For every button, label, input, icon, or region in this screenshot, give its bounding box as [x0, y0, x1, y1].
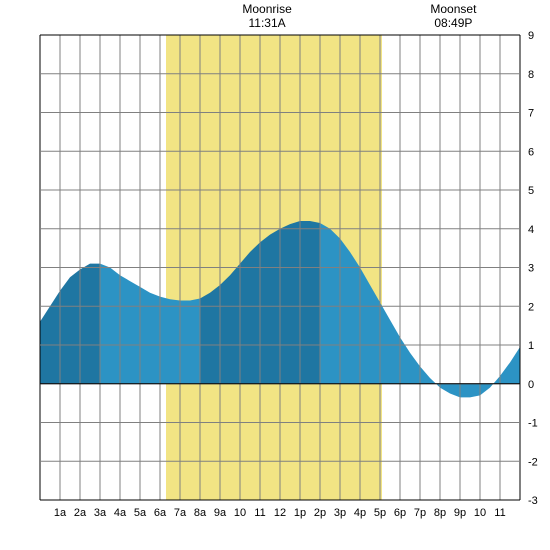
svg-text:3p: 3p [334, 507, 346, 519]
svg-text:6a: 6a [154, 507, 167, 519]
svg-text:7p: 7p [414, 507, 426, 519]
svg-text:4p: 4p [354, 507, 366, 519]
svg-text:9a: 9a [214, 507, 227, 519]
svg-text:1p: 1p [294, 507, 306, 519]
svg-text:12: 12 [274, 507, 286, 519]
svg-text:1a: 1a [54, 507, 67, 519]
moonset-time: 08:49P [434, 16, 472, 30]
moonrise-label: Moonrise 11:31A [242, 2, 291, 31]
svg-text:8a: 8a [194, 507, 207, 519]
svg-text:-1: -1 [528, 418, 538, 430]
svg-text:5p: 5p [374, 507, 386, 519]
svg-text:10: 10 [474, 507, 486, 519]
moonset-title: Moonset [430, 2, 476, 16]
chart-svg: 1a2a3a4a5a6a7a8a9a1011121p2p3p4p5p6p7p8p… [0, 0, 550, 550]
svg-text:11: 11 [494, 507, 505, 519]
svg-text:6p: 6p [394, 507, 406, 519]
svg-text:7a: 7a [174, 507, 187, 519]
svg-text:4a: 4a [114, 507, 127, 519]
svg-text:8: 8 [528, 69, 534, 81]
moonset-label: Moonset 08:49P [430, 2, 476, 31]
svg-text:-2: -2 [528, 456, 538, 468]
svg-text:11: 11 [254, 507, 265, 519]
tide-chart: Moonrise 11:31A Moonset 08:49P 1a 2a 3a 4a 5… [0, 0, 550, 550]
svg-text:3a: 3a [94, 507, 107, 519]
svg-text:6: 6 [528, 146, 534, 158]
svg-text:3: 3 [528, 263, 534, 275]
svg-text:5: 5 [528, 185, 534, 197]
svg-text:5a: 5a [134, 507, 147, 519]
svg-text:-3: -3 [528, 495, 538, 507]
moonrise-title: Moonrise [242, 2, 291, 16]
svg-text:8p: 8p [434, 507, 446, 519]
svg-text:9: 9 [528, 30, 534, 42]
svg-text:9p: 9p [454, 507, 466, 519]
svg-text:1: 1 [528, 340, 534, 352]
moonrise-time: 11:31A [248, 16, 285, 30]
svg-text:0: 0 [528, 379, 534, 391]
svg-text:2a: 2a [74, 507, 87, 519]
svg-text:10: 10 [234, 507, 246, 519]
svg-text:2: 2 [528, 301, 534, 313]
svg-text:4: 4 [528, 224, 534, 236]
svg-text:2p: 2p [314, 507, 326, 519]
svg-text:7: 7 [528, 108, 534, 120]
